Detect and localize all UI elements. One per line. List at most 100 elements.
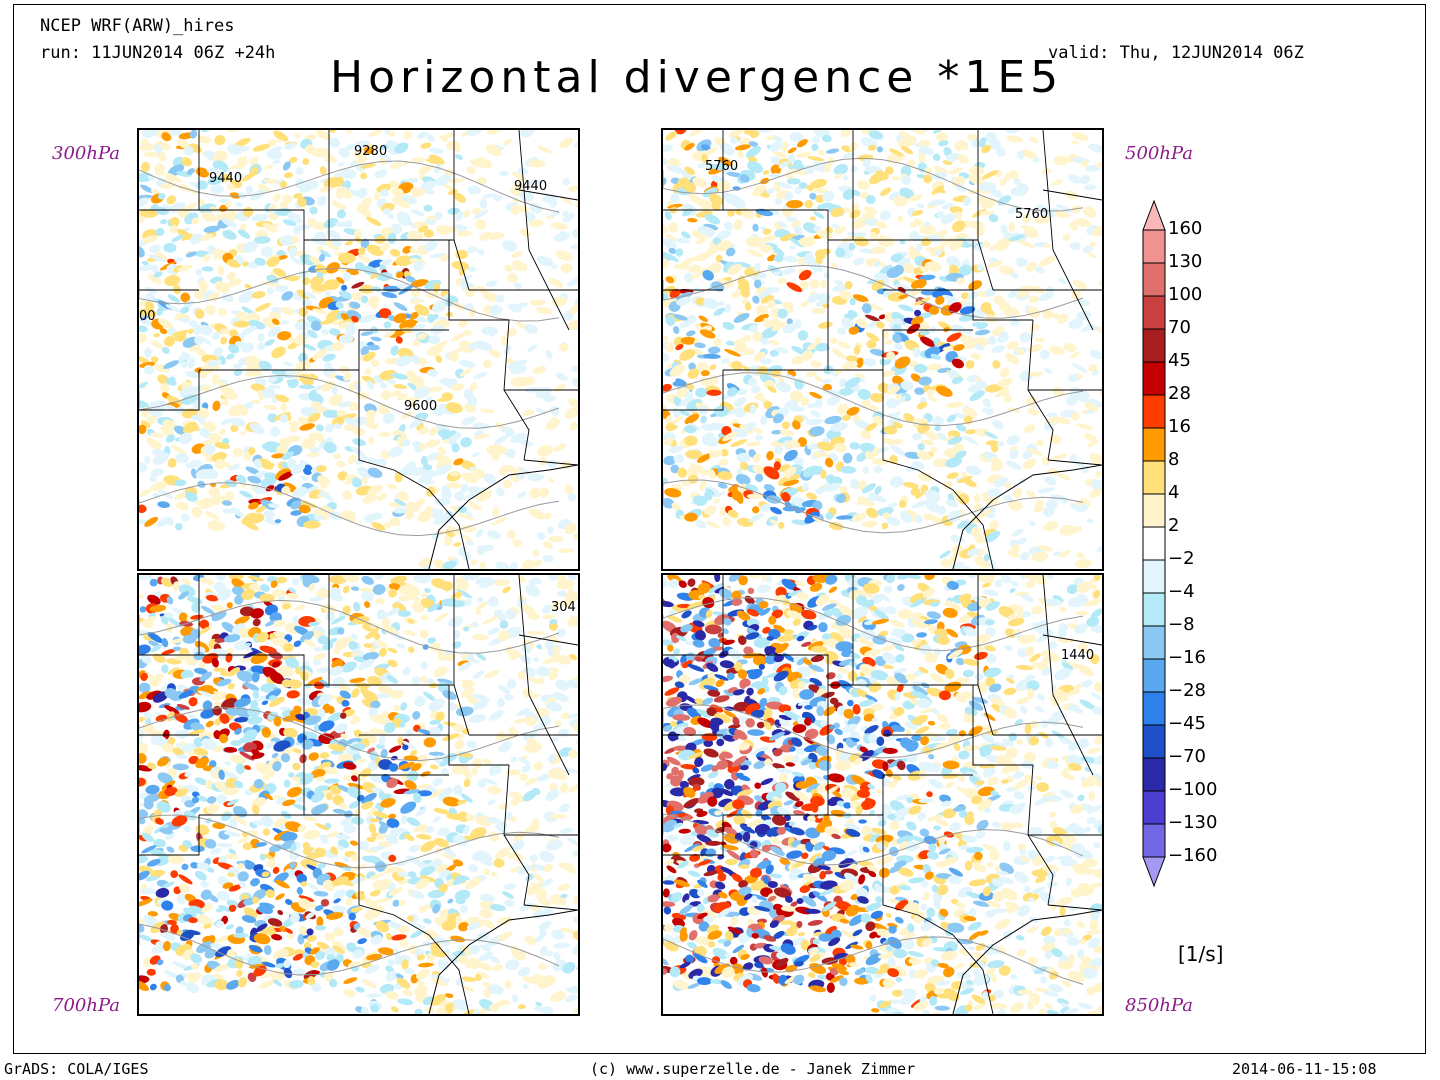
divergence-cell <box>396 393 408 401</box>
divergence-cell <box>402 160 409 166</box>
divergence-cell <box>387 959 394 967</box>
divergence-cell <box>178 591 189 600</box>
divergence-cell <box>994 238 1010 251</box>
divergence-cell <box>435 174 452 186</box>
divergence-cell <box>363 146 375 154</box>
divergence-cell <box>429 764 439 770</box>
divergence-cell <box>139 682 151 694</box>
divergence-cell <box>765 575 773 583</box>
divergence-cell <box>218 308 227 317</box>
divergence-cell <box>412 188 427 198</box>
divergence-cell <box>684 449 703 460</box>
divergence-cell <box>777 308 788 319</box>
divergence-cell <box>935 249 943 256</box>
divergence-cell <box>233 697 251 708</box>
divergence-cell <box>402 630 417 636</box>
divergence-cell <box>368 436 375 445</box>
divergence-cell <box>167 294 181 303</box>
divergence-cell <box>370 336 382 342</box>
divergence-cell <box>735 261 752 268</box>
divergence-cell <box>336 189 345 200</box>
divergence-cell <box>997 378 1013 387</box>
divergence-cell <box>738 575 748 586</box>
divergence-cell <box>343 774 353 782</box>
divergence-cell <box>900 380 914 391</box>
divergence-cell <box>393 302 408 311</box>
coastline <box>428 909 578 1014</box>
divergence-cell <box>756 130 774 133</box>
divergence-cell <box>924 167 933 175</box>
divergence-cell <box>257 333 265 342</box>
divergence-cell <box>834 226 846 235</box>
divergence-cell <box>553 942 571 949</box>
divergence-cell <box>725 247 736 257</box>
divergence-cell <box>385 834 399 845</box>
divergence-cell <box>868 303 883 311</box>
divergence-cell <box>344 417 359 428</box>
divergence-cell <box>178 844 188 853</box>
divergence-cell <box>700 144 711 151</box>
divergence-cell <box>259 979 276 989</box>
divergence-cell <box>879 210 891 221</box>
divergence-cell <box>326 959 340 971</box>
divergence-cell <box>344 220 353 228</box>
divergence-cell <box>306 928 314 936</box>
divergence-cell <box>720 448 729 457</box>
divergence-cell <box>517 491 527 499</box>
divergence-cell <box>143 151 160 158</box>
divergence-cell <box>271 318 280 326</box>
divergence-cell <box>288 156 298 164</box>
state-boundary <box>139 815 200 856</box>
state-boundary <box>523 904 578 911</box>
divergence-cell <box>150 481 168 491</box>
divergence-cell <box>413 575 431 584</box>
divergence-cell <box>488 1004 499 1012</box>
divergence-cell <box>543 864 554 873</box>
divergence-cell <box>1031 551 1049 562</box>
divergence-cell <box>322 603 336 615</box>
divergence-cell <box>354 808 362 819</box>
divergence-cell <box>1024 226 1039 239</box>
divergence-cell <box>247 716 263 725</box>
divergence-cell <box>360 172 368 180</box>
divergence-cell <box>891 311 907 325</box>
divergence-cell <box>268 376 278 383</box>
divergence-cell <box>568 398 578 408</box>
divergence-cell <box>551 929 565 940</box>
divergence-cell <box>157 374 169 385</box>
divergence-cell <box>703 298 719 310</box>
divergence-cell <box>374 640 389 648</box>
divergence-cell <box>306 935 317 942</box>
divergence-cell <box>479 1008 488 1014</box>
divergence-cell <box>365 993 383 998</box>
divergence-cell <box>558 774 568 781</box>
divergence-cell <box>298 895 315 902</box>
divergence-cell <box>931 185 945 195</box>
divergence-cell <box>955 423 967 432</box>
divergence-cell <box>545 349 553 360</box>
divergence-cell <box>286 592 299 600</box>
divergence-cell <box>233 815 248 826</box>
divergence-cell <box>291 235 299 245</box>
divergence-cell <box>442 733 460 742</box>
divergence-cell <box>229 192 241 199</box>
divergence-cell <box>184 771 191 778</box>
divergence-cell <box>206 168 225 174</box>
divergence-cell <box>898 304 914 312</box>
divergence-cell <box>809 279 820 289</box>
divergence-cell <box>1043 368 1053 374</box>
divergence-cell <box>1084 184 1096 191</box>
divergence-cell <box>324 290 332 297</box>
divergence-cell <box>193 737 204 748</box>
divergence-cell <box>200 708 216 719</box>
divergence-cell <box>541 878 553 888</box>
divergence-cell <box>383 522 392 528</box>
divergence-cell <box>934 425 941 432</box>
divergence-cell <box>351 477 363 488</box>
divergence-cell <box>506 679 517 690</box>
divergence-cell <box>306 452 321 458</box>
divergence-cell <box>937 505 947 515</box>
divergence-cell <box>760 358 773 365</box>
divergence-cell <box>143 364 155 375</box>
divergence-cell <box>395 973 404 979</box>
